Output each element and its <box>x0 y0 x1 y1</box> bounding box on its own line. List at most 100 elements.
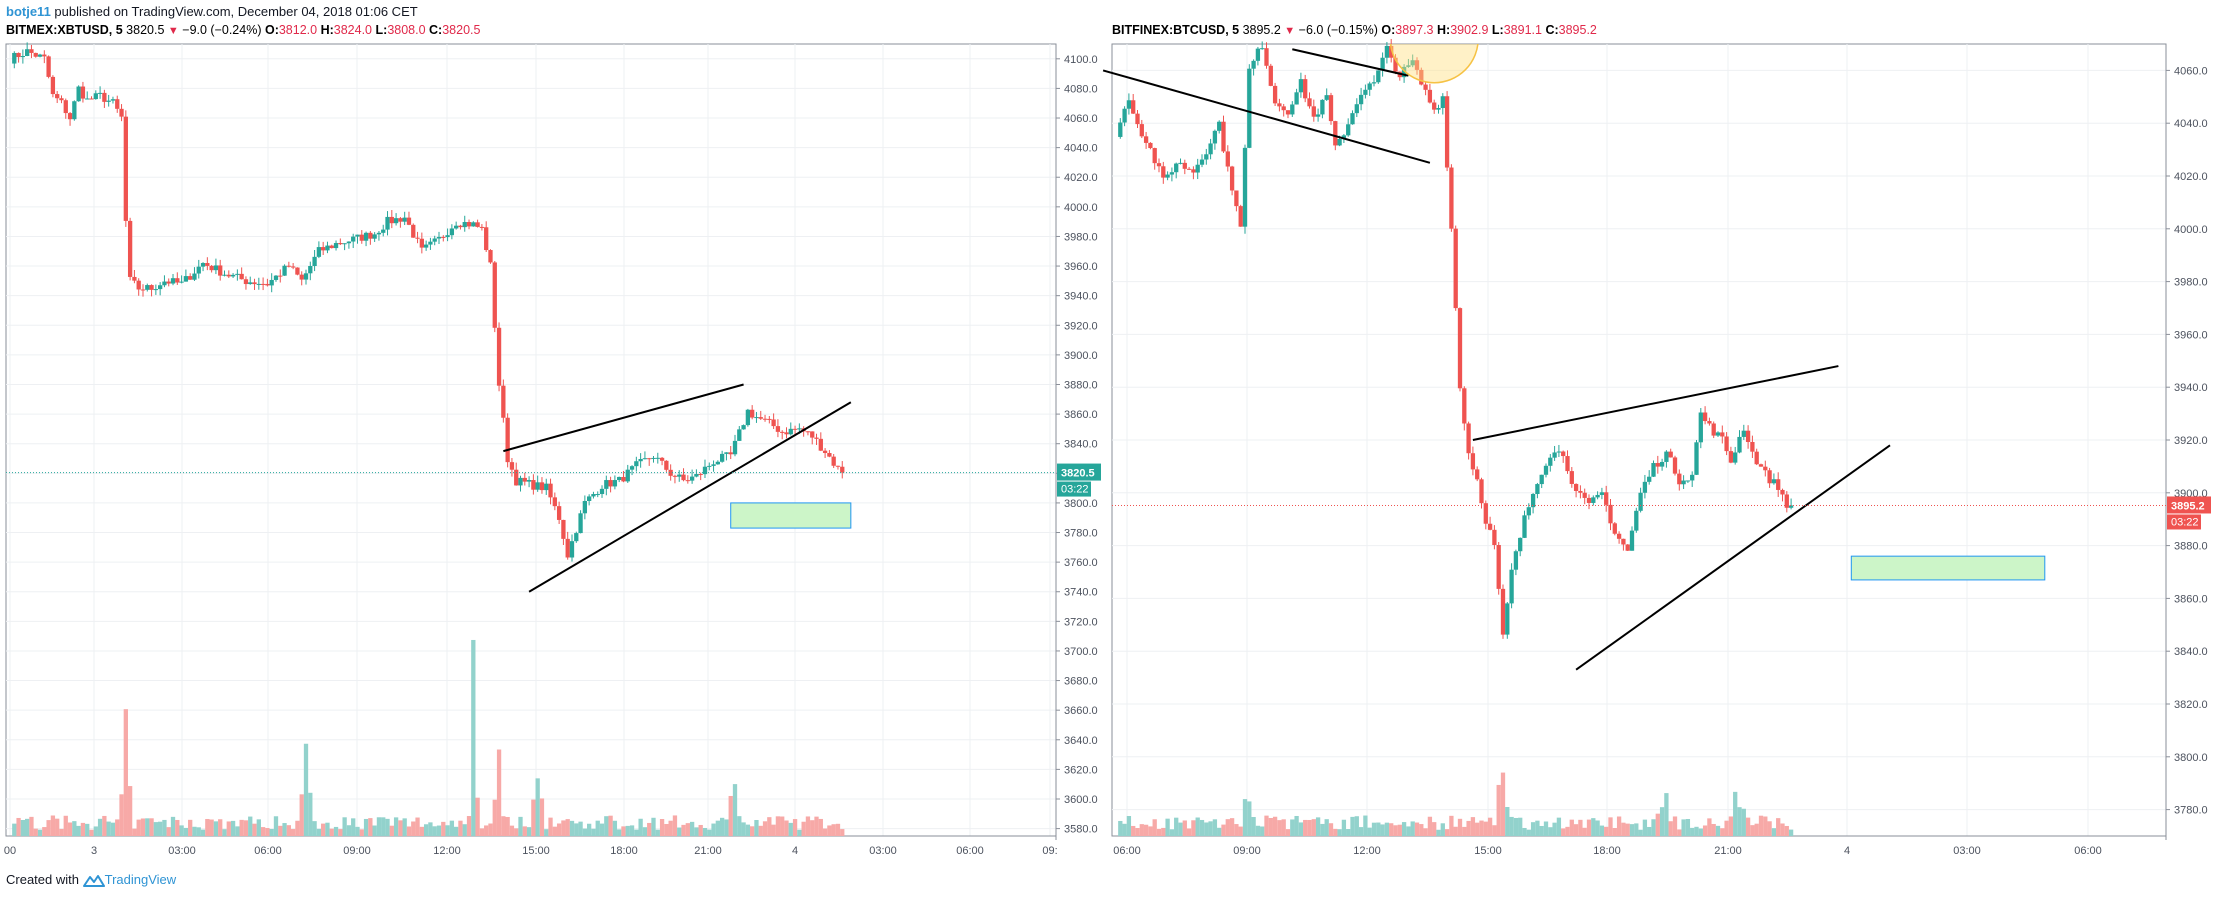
candle-body <box>1156 163 1162 167</box>
volume-bar <box>531 799 536 836</box>
candle-body <box>1505 603 1510 635</box>
candle-body <box>1208 143 1213 155</box>
footer: Created with TradingView <box>6 872 176 888</box>
volume-bar <box>1702 825 1708 836</box>
volume-bar <box>526 827 532 836</box>
candle-body <box>226 274 231 277</box>
volume-bar <box>42 827 47 836</box>
created-with-label: Created with <box>6 872 79 887</box>
candle-body <box>1376 70 1381 83</box>
volume-bar <box>273 816 279 836</box>
candle-body <box>1363 89 1368 95</box>
volume-bar <box>423 824 429 836</box>
candle-body <box>243 279 249 285</box>
y-tick-label: 3880.0 <box>1064 379 1098 391</box>
candle-body <box>750 409 755 418</box>
volume-bar <box>321 823 326 836</box>
y-tick-label: 4060.0 <box>1064 113 1098 125</box>
volume-bar <box>1165 818 1170 836</box>
candle-body <box>415 237 420 239</box>
candle-body <box>63 100 68 114</box>
x-tick-label: 00 <box>4 845 16 857</box>
volume-bar <box>290 829 296 836</box>
highlight-circle <box>1389 44 1479 84</box>
volume-bar <box>672 815 678 836</box>
candle-body <box>1307 98 1312 107</box>
candle-body <box>1522 515 1527 538</box>
volume-bar <box>1647 826 1652 836</box>
volume-bar <box>1664 793 1669 836</box>
volume-bar <box>1496 784 1501 836</box>
volume-bar <box>784 820 789 836</box>
candle-body <box>1148 142 1153 149</box>
volume-bar <box>1423 828 1428 836</box>
volume-bar <box>123 709 128 836</box>
candle-body <box>1406 65 1411 67</box>
volume-bar <box>183 827 189 836</box>
volume-bar <box>265 828 270 836</box>
volume-bar <box>209 819 214 836</box>
candle-body <box>222 274 227 276</box>
candle-body <box>655 457 660 459</box>
candle-body <box>333 243 339 249</box>
volume-bar <box>1406 826 1411 836</box>
volume-bar <box>243 820 249 836</box>
candle-body <box>286 265 291 267</box>
volume-bar <box>80 822 86 836</box>
candle-body <box>359 234 364 241</box>
volume-bar <box>46 820 51 836</box>
volume-bar <box>1324 819 1329 836</box>
high-label: H: <box>320 23 334 37</box>
candle-body <box>621 476 626 482</box>
candle-body <box>475 222 480 227</box>
author-link[interactable]: botje11 <box>6 4 51 19</box>
candle-body <box>1303 79 1308 99</box>
candle-body <box>805 431 811 433</box>
volume-bar <box>1311 819 1316 836</box>
candle-body <box>1621 538 1626 545</box>
candle-body <box>1389 45 1394 58</box>
volume-bar <box>200 829 206 836</box>
tradingview-link[interactable]: TradingView <box>104 872 177 887</box>
x-tick-label: 03:00 <box>168 845 196 857</box>
symbol-label: BITFINEX:BTCUSD, 5 <box>1112 23 1240 37</box>
candle-body <box>1294 92 1299 105</box>
volume-bar <box>1178 822 1183 836</box>
low-label: L: <box>375 23 388 37</box>
volume-bar <box>1784 825 1789 836</box>
volume-bar <box>166 827 171 836</box>
candle-body <box>1784 494 1789 508</box>
candle-body <box>393 218 399 224</box>
candle-body <box>1694 442 1699 475</box>
volume-bar <box>1247 801 1252 836</box>
volume-bar <box>1135 828 1140 836</box>
volume-bar <box>1440 823 1445 836</box>
volume-bar <box>552 826 557 836</box>
candle-body <box>681 474 686 481</box>
plot-frame <box>5 43 1057 837</box>
candle-body <box>458 225 463 228</box>
candle-body <box>1242 147 1248 227</box>
x-tick-label: 12:00 <box>433 845 461 857</box>
candle-body <box>46 56 51 77</box>
candle-body <box>385 216 390 230</box>
candle-body <box>1255 48 1261 61</box>
volume-bar <box>1487 817 1493 836</box>
candle-body <box>454 225 459 229</box>
y-tick-label: 3780.0 <box>2174 805 2208 817</box>
volume-bar <box>1419 824 1424 836</box>
volume-bar <box>1268 818 1273 836</box>
volume-bar <box>642 827 648 836</box>
candle-body <box>771 419 776 427</box>
candle-body <box>754 417 759 419</box>
candle-body <box>1681 480 1686 485</box>
candle-body <box>1384 45 1390 58</box>
volume-bar <box>651 817 656 836</box>
candle-body <box>308 266 313 274</box>
candle-body <box>445 235 450 238</box>
volume-bar <box>136 819 141 836</box>
volume-bar <box>1561 828 1566 836</box>
candle-body <box>1677 473 1682 485</box>
volume-bar <box>158 821 163 836</box>
